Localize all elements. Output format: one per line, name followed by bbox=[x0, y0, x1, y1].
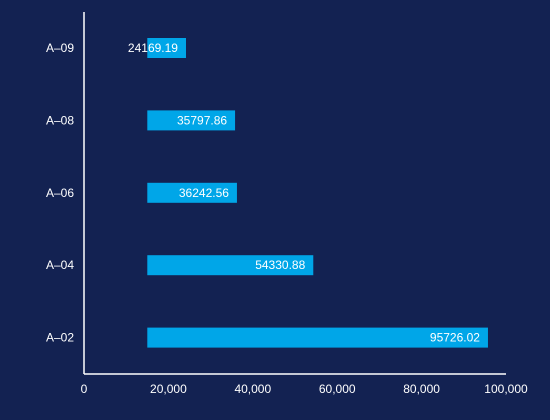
category-label-0: A–09 bbox=[46, 41, 74, 55]
bars-group bbox=[147, 38, 488, 348]
bar-2 bbox=[147, 182, 237, 203]
category-label-2: A–06 bbox=[46, 186, 74, 200]
x-tick-label-5: 100,000 bbox=[484, 382, 528, 396]
x-tick-label-0: 0 bbox=[81, 382, 88, 396]
x-tick-labels: 0 20,000 40,000 60,000 80,000 100,000 bbox=[81, 382, 528, 396]
category-label-3: A–04 bbox=[46, 258, 74, 272]
value-label-3: 54330.88 bbox=[255, 258, 305, 272]
x-tick-label-2: 40,000 bbox=[234, 382, 271, 396]
bar-3 bbox=[147, 255, 314, 276]
value-label-1: 35797.86 bbox=[177, 113, 227, 127]
x-tick-label-1: 20,000 bbox=[150, 382, 187, 396]
bar-0 bbox=[147, 38, 186, 58]
value-label-4: 95726.02 bbox=[430, 331, 480, 345]
value-label-2: 36242.56 bbox=[179, 186, 229, 200]
bar-4 bbox=[147, 327, 488, 348]
value-labels: 24169.19 35797.86 36242.56 54330.88 95726.02 bbox=[128, 41, 480, 345]
category-label-4: A–02 bbox=[46, 331, 74, 345]
value-label-0: 24169.19 bbox=[128, 41, 178, 55]
category-labels: A–09 A–08 A–06 A–04 A–02 bbox=[46, 41, 74, 345]
category-label-1: A–08 bbox=[46, 113, 74, 127]
x-tick-label-3: 60,000 bbox=[319, 382, 356, 396]
bar-1 bbox=[147, 110, 236, 131]
x-tick-label-4: 80,000 bbox=[403, 382, 440, 396]
